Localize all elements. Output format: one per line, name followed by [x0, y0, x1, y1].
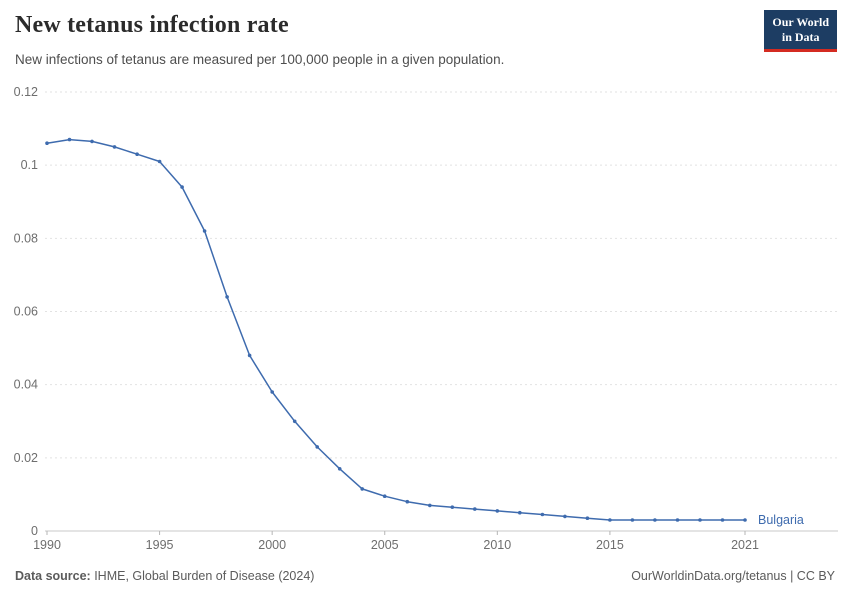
chart-footer: Data source: IHME, Global Burden of Dise… — [0, 569, 850, 583]
data-source: Data source: IHME, Global Burden of Dise… — [15, 569, 314, 583]
data-point-marker[interactable] — [630, 518, 635, 522]
data-point-marker[interactable] — [292, 419, 297, 424]
y-axis-tick-label: 0.06 — [14, 305, 38, 319]
data-point-marker[interactable] — [45, 141, 49, 145]
x-axis-tick-label: 1990 — [33, 538, 61, 552]
data-point-marker[interactable] — [518, 510, 522, 515]
x-axis-tick-label: 2000 — [258, 538, 286, 552]
y-axis-tick-label: 0.08 — [14, 231, 38, 245]
data-source-text: IHME, Global Burden of Disease (2024) — [90, 569, 315, 583]
owid-logo[interactable]: Our World in Data — [764, 10, 837, 52]
data-point-marker[interactable] — [337, 467, 342, 471]
data-point-marker[interactable] — [315, 445, 320, 449]
data-point-marker[interactable] — [585, 516, 590, 520]
data-point-marker[interactable] — [157, 159, 162, 164]
series-label-bulgaria[interactable]: Bulgaria — [758, 513, 804, 527]
data-point-marker[interactable] — [180, 185, 184, 189]
data-point-marker[interactable] — [608, 518, 612, 522]
x-axis-tick-label: 2021 — [731, 538, 759, 552]
footer-citation-link[interactable]: OurWorldinData.org/tetanus | CC BY — [631, 569, 835, 583]
y-axis-tick-label: 0 — [31, 524, 38, 538]
data-point-marker[interactable] — [720, 518, 725, 522]
owid-logo-line2: in Data — [781, 30, 820, 44]
data-point-marker[interactable] — [450, 505, 455, 510]
data-point-marker[interactable] — [473, 507, 477, 511]
data-point-marker[interactable] — [540, 512, 545, 517]
owid-logo-line1: Our World — [772, 15, 829, 29]
data-point-marker[interactable] — [270, 390, 275, 394]
data-point-marker[interactable] — [225, 295, 229, 299]
data-point-marker[interactable] — [112, 145, 117, 149]
x-axis-tick-label: 1995 — [146, 538, 174, 552]
chart-subtitle: New infections of tetanus are measured p… — [15, 52, 505, 67]
series-line-bulgaria[interactable] — [46, 138, 746, 521]
data-point-marker[interactable] — [675, 518, 680, 522]
data-point-marker[interactable] — [428, 503, 432, 508]
y-axis-tick-label: 0.1 — [21, 158, 38, 172]
data-point-marker[interactable] — [202, 229, 207, 233]
x-axis-tick-label: 2010 — [483, 538, 511, 552]
data-point-marker[interactable] — [653, 518, 657, 522]
data-point-marker[interactable] — [698, 518, 702, 522]
data-point-marker[interactable] — [563, 514, 567, 519]
y-axis-tick-label: 0.02 — [14, 451, 38, 465]
chart-title: New tetanus infection rate — [15, 12, 289, 38]
data-point-marker[interactable] — [247, 353, 252, 358]
data-point-marker[interactable] — [360, 487, 365, 491]
data-point-marker[interactable] — [67, 137, 72, 142]
data-point-marker[interactable] — [743, 518, 747, 522]
y-axis-tick-label: 0.04 — [14, 378, 38, 392]
data-point-marker[interactable] — [135, 152, 139, 156]
y-axis-tick-label: 0.12 — [14, 85, 38, 99]
data-point-marker[interactable] — [495, 509, 500, 513]
data-source-label: Data source: — [15, 569, 91, 583]
data-point-marker[interactable] — [382, 494, 387, 499]
x-axis-tick-label: 2015 — [596, 538, 624, 552]
data-point-marker[interactable] — [405, 499, 410, 504]
data-point-marker[interactable] — [90, 139, 94, 144]
x-axis-tick-label: 2005 — [371, 538, 399, 552]
